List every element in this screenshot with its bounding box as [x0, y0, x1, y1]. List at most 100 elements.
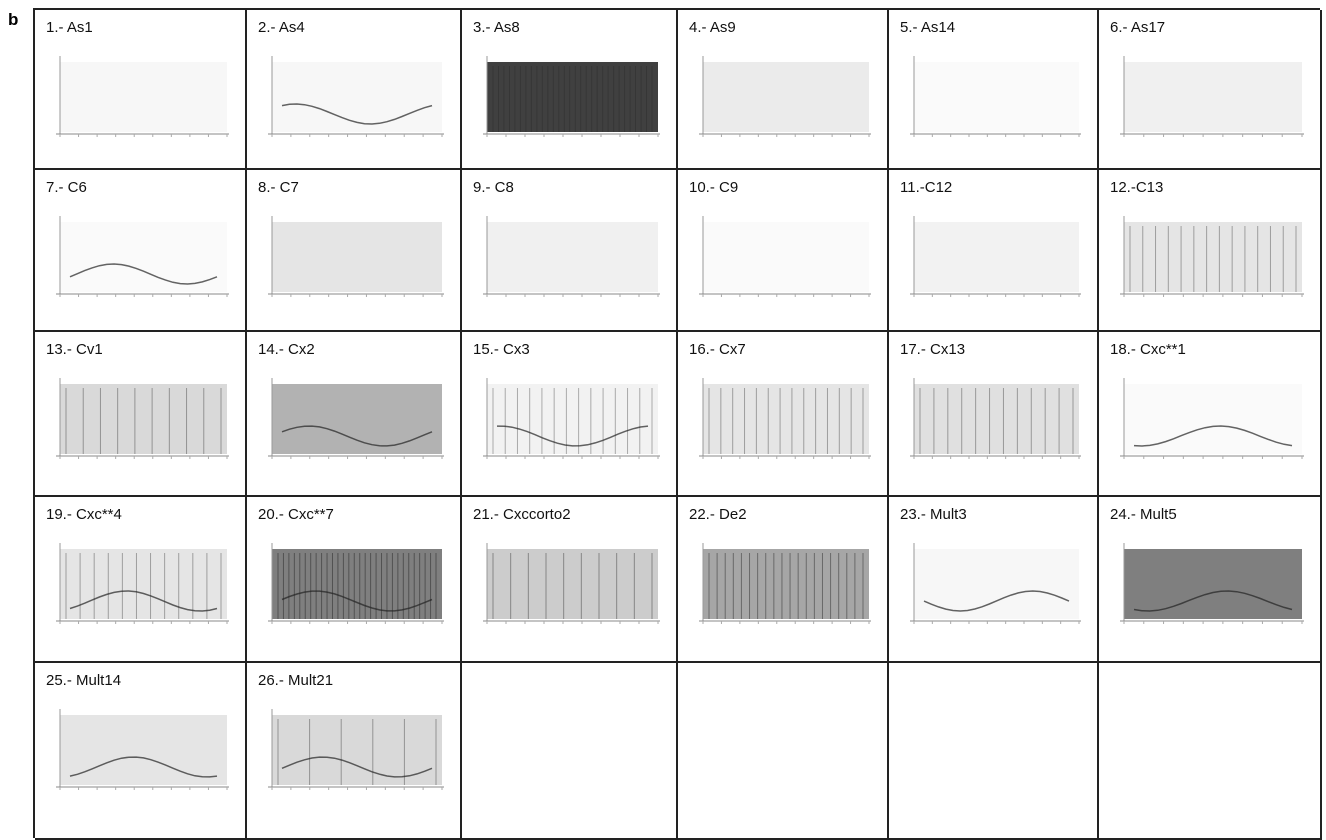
spectrogram — [56, 216, 229, 297]
spectrogram — [910, 216, 1081, 297]
figure-cell: 7.- C6 — [35, 170, 247, 332]
figure-grid: 1.- As1 2.- As4 3.- As8 4.- As9 5.- As14 6.- … — [33, 8, 1322, 840]
figure-cell: 11.-C12 — [889, 170, 1099, 332]
cell-label: 17.- Cx13 — [900, 341, 966, 358]
figure-cell: 5.- As14 — [889, 10, 1099, 170]
cell-label: 21.- Cxccorto2 — [473, 506, 571, 523]
spectrogram-shade — [703, 384, 869, 454]
cell-label: 15.- Cx3 — [473, 341, 530, 358]
spectrogram-shade — [914, 62, 1079, 132]
cell-label: 22.- De2 — [689, 506, 747, 523]
figure-cell: 6.- As17 — [1099, 10, 1322, 170]
spectrogram — [1120, 378, 1304, 459]
contour — [69, 590, 218, 612]
spectrogram-shade — [703, 549, 869, 619]
contour — [281, 756, 433, 778]
contour — [1133, 425, 1293, 447]
cell-label: 13.- Cv1 — [46, 341, 103, 358]
figure-cell: 22.- De2 — [678, 497, 889, 663]
spectrogram — [483, 56, 660, 137]
cell-label: 11.-C12 — [900, 179, 953, 196]
figure-cell: 19.- Cxc**4 — [35, 497, 247, 663]
cell-label: 9.- C8 — [473, 179, 514, 196]
spectrogram-shade — [487, 222, 658, 292]
spectrogram-shade — [487, 384, 658, 454]
spectrogram-shade — [1124, 549, 1302, 619]
spectrogram — [1120, 56, 1304, 137]
figure-cell: 13.- Cv1 — [35, 332, 247, 497]
spectrogram — [268, 216, 444, 297]
spectrogram-shade — [914, 384, 1079, 454]
cell-label: 23.- Mult3 — [900, 506, 967, 523]
figure-cell — [678, 663, 889, 840]
figure-cell: 18.- Cxc**1 — [1099, 332, 1322, 497]
spectrogram — [56, 543, 229, 624]
spectrogram-shade — [914, 549, 1079, 619]
spectrogram — [1120, 216, 1304, 297]
cell-label: 24.- Mult5 — [1110, 506, 1177, 523]
figure-cell: 10.- C9 — [678, 170, 889, 332]
figure-cell: 14.- Cx2 — [247, 332, 462, 497]
contour — [923, 590, 1070, 612]
figure-cell: 2.- As4 — [247, 10, 462, 170]
figure-cell: 9.- C8 — [462, 170, 678, 332]
spectrogram — [910, 378, 1081, 459]
spectrogram-shade — [60, 715, 227, 785]
figure-cell: 4.- As9 — [678, 10, 889, 170]
spectrogram-shade — [914, 222, 1079, 292]
spectrogram — [268, 543, 444, 624]
contour — [69, 263, 218, 285]
spectrogram — [268, 56, 444, 137]
spectrogram — [268, 378, 444, 459]
spectrogram — [699, 56, 871, 137]
spectrogram-shade — [1124, 62, 1302, 132]
cell-label: 12.-C13 — [1110, 179, 1164, 196]
cell-label: 4.- As9 — [689, 19, 736, 36]
page: {"panel_label": "b", "cells": ["1.- As1"… — [8, 8, 1322, 840]
figure-cell — [1099, 663, 1322, 840]
figure-cell: 21.- Cxccorto2 — [462, 497, 678, 663]
figure-cell: 17.- Cx13 — [889, 332, 1099, 497]
spectrogram — [483, 543, 660, 624]
spectrogram-shade — [1124, 222, 1302, 292]
figure-cell: 8.- C7 — [247, 170, 462, 332]
figure-cell: 15.- Cx3 — [462, 332, 678, 497]
spectrogram-shade — [272, 384, 442, 454]
spectrogram — [1120, 543, 1304, 624]
spectrogram — [483, 378, 660, 459]
spectrogram-shade — [487, 549, 658, 619]
cell-label: 8.- C7 — [258, 179, 299, 196]
figure-cell: 1.- As1 — [35, 10, 247, 170]
figure-cell: 26.- Mult21 — [247, 663, 462, 840]
figure-cell — [889, 663, 1099, 840]
spectrogram — [56, 378, 229, 459]
cell-label: 20.- Cxc**7 — [258, 506, 334, 523]
spectrogram-shade — [60, 549, 227, 619]
cell-label: 25.- Mult14 — [46, 672, 122, 689]
figure-cell — [462, 663, 678, 840]
spectrogram — [483, 216, 660, 297]
figure-cell: 12.-C13 — [1099, 170, 1322, 332]
cell-label: 3.- As8 — [473, 19, 520, 36]
spectrogram-shade — [272, 715, 442, 785]
spectrogram-shade — [272, 62, 442, 132]
cell-label: 1.- As1 — [46, 19, 93, 36]
spectrogram — [699, 216, 871, 297]
spectrogram-shade — [703, 62, 869, 132]
cell-label: 14.- Cx2 — [258, 341, 315, 358]
panel-label: b — [8, 10, 19, 29]
figure-cell: 20.- Cxc**7 — [247, 497, 462, 663]
contour — [1133, 590, 1293, 612]
spectrogram — [910, 56, 1081, 137]
contour — [281, 590, 433, 612]
cell-label: 16.- Cx7 — [689, 341, 746, 358]
spectrogram-shade — [487, 62, 658, 132]
cell-label: 10.- C9 — [689, 179, 739, 196]
contour — [281, 103, 433, 125]
figure-cell: 16.- Cx7 — [678, 332, 889, 497]
figure-cell: 24.- Mult5 — [1099, 497, 1322, 663]
cell-label: 26.- Mult21 — [258, 672, 334, 689]
spectrogram-shade — [60, 62, 227, 132]
figure-cell: 3.- As8 — [462, 10, 678, 170]
figure-cell: 25.- Mult14 — [35, 663, 247, 840]
